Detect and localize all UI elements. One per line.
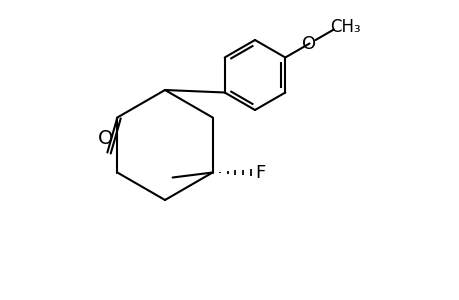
Text: F: F [255,164,265,181]
Text: O: O [97,129,113,148]
Text: O: O [302,34,316,52]
Text: CH₃: CH₃ [330,18,360,36]
